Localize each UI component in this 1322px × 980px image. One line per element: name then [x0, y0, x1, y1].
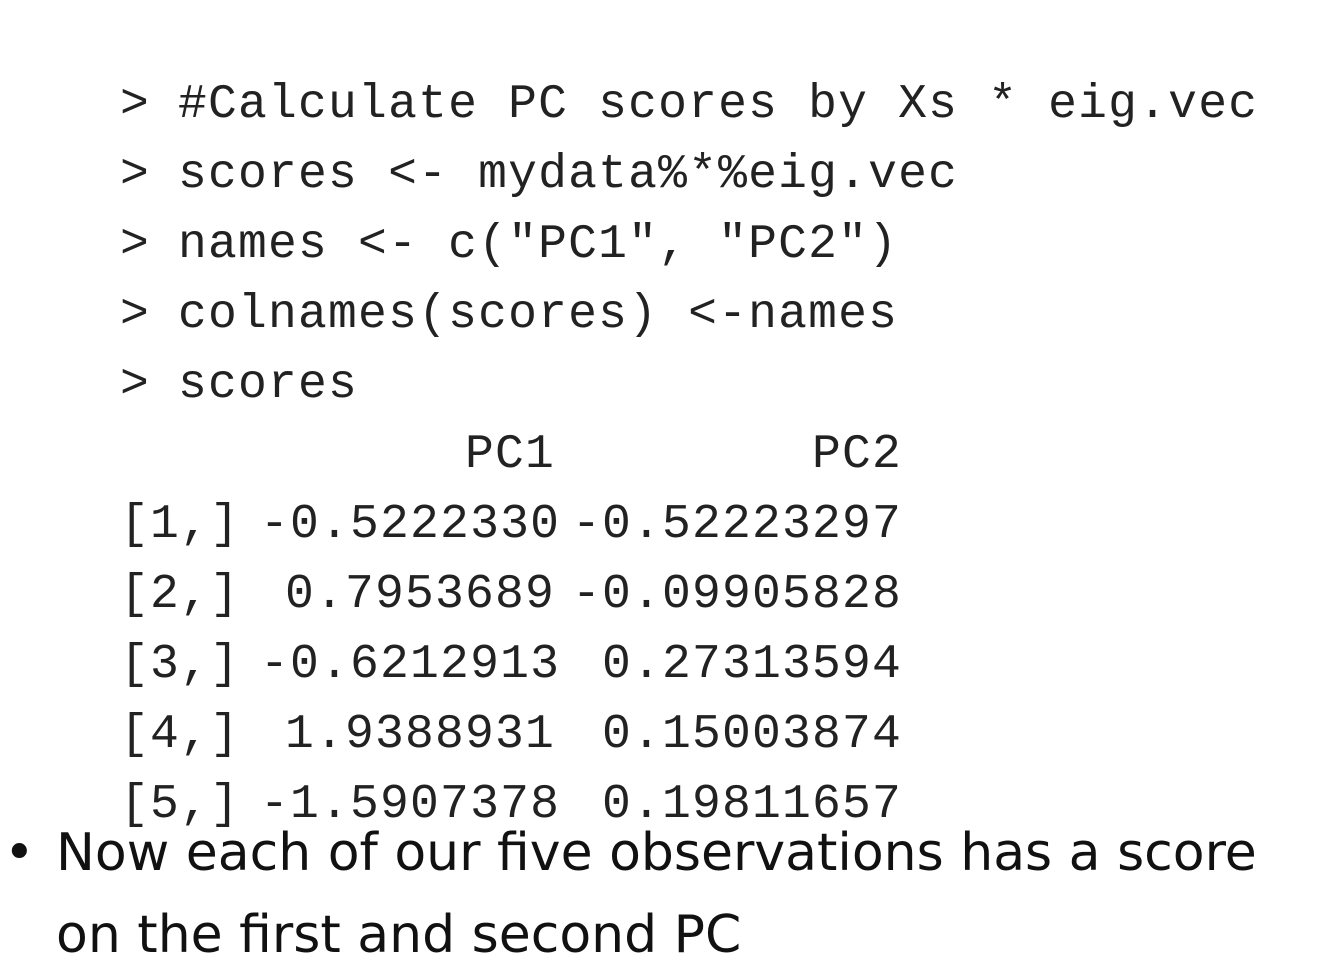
pc1-value: -0.6212913	[260, 638, 561, 692]
command-text: #Calculate PC scores by Xs * eig.vec	[178, 78, 1259, 132]
pc2-value: 0.15003874	[601, 708, 903, 762]
pc1-value: 0.7953689	[284, 568, 556, 622]
column-header-pc1: PC1	[465, 428, 556, 482]
pc1-value: -0.5222330	[260, 498, 561, 552]
table-row: [5,] -1.5907378 0.19811657	[0, 700, 902, 832]
prompt-symbol: >	[120, 78, 151, 132]
table-row: [1,] -0.5222330 -0.52223297	[0, 420, 902, 552]
pc2-value: -0.09905828	[571, 568, 903, 622]
command-line-comment: > #Calculate PC scores by Xs * eig.vec	[0, 0, 1258, 132]
command-text: scores	[178, 358, 359, 412]
prompt-symbol: >	[120, 148, 151, 202]
command-text: names <- c("PC1", "PC2")	[178, 218, 899, 272]
row-index: [1,]	[120, 498, 241, 552]
pc1-value: 1.9388931	[284, 708, 556, 762]
command-text: colnames(scores) <-names	[178, 288, 899, 342]
bullet-icon: •	[4, 823, 35, 883]
prompt-symbol: >	[120, 358, 151, 412]
bullet-list: • Now each of our five observations has …	[0, 812, 1322, 976]
pc1-value: -1.5907378	[260, 778, 561, 832]
pc2-value: 0.27313594	[601, 638, 903, 692]
command-line-colnames: > colnames(scores) <-names	[0, 210, 898, 342]
row-index: [2,]	[120, 568, 241, 622]
command-line-names-assign: > names <- c("PC1", "PC2")	[0, 140, 898, 272]
column-header-pc2: PC2	[812, 428, 903, 482]
pc2-value: -0.52223297	[571, 498, 903, 552]
prompt-symbol: >	[120, 218, 151, 272]
bullet-text: Now each of our five observations has a …	[56, 823, 1257, 965]
row-index: [4,]	[120, 708, 241, 762]
table-row: [2,] 0.7953689 -0.09905828	[0, 490, 902, 622]
command-line-print-scores: > scores	[0, 280, 358, 412]
table-row: [3,] -0.6212913 0.27313594	[0, 560, 902, 692]
prompt-symbol: >	[120, 288, 151, 342]
bullet-item: • Now each of our five observations has …	[0, 812, 1322, 976]
table-header-row: PC1 PC2	[0, 350, 902, 482]
row-index: [3,]	[120, 638, 241, 692]
command-line-scores-assign: > scores <- mydata%*%eig.vec	[0, 70, 958, 202]
command-text: scores <- mydata%*%eig.vec	[178, 148, 959, 202]
row-index: [5,]	[120, 778, 241, 832]
table-row: [4,] 1.9388931 0.15003874	[0, 630, 902, 762]
pc2-value: 0.19811657	[601, 778, 903, 832]
